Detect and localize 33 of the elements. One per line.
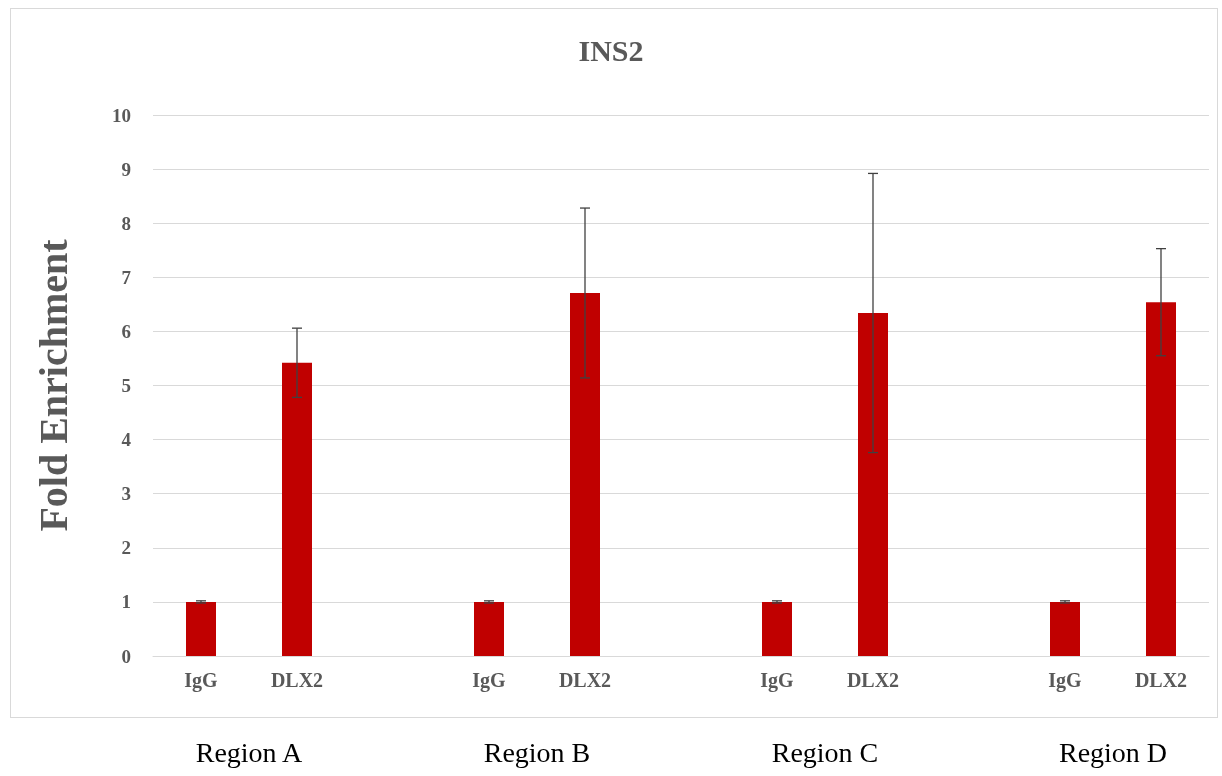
bar [186,601,216,656]
text: Region B [483,736,591,768]
y-tick-label: 4 [121,429,132,451]
bar [570,292,600,656]
bar [474,601,504,656]
y-tick-label: 7 [121,266,132,288]
x-tick-label: DLX2 [558,669,612,691]
y-tick-label: 5 [121,375,131,396]
x-tick-label: IgG [760,669,795,692]
x-tick-label: IgG [1048,669,1083,692]
x-tick-label: DLX2 [846,669,900,691]
y-tick-label: 9 [121,158,131,180]
text: Region A [195,736,304,768]
y-tick-label: 6 [121,320,131,342]
bar [1146,302,1176,656]
y-tick-label: 1 [121,591,131,613]
x-tick-label: IgG [184,669,219,692]
text: Region D [1058,736,1168,768]
y-tick-label: 8 [121,212,131,234]
y-tick-label: 0 [121,645,131,667]
chart-title: INS2 [578,33,644,67]
bar [1050,601,1080,656]
x-tick-label: IgG [472,669,507,692]
bar [762,601,792,656]
y-tick-label: 3 [121,483,131,505]
x-tick-label: DLX2 [270,669,324,691]
y-tick-label: 2 [121,537,131,559]
bar [282,362,312,656]
y-axis-title: Fold Enrichment [30,238,76,532]
y-tick-label: 10 [112,104,131,126]
text: Region C [771,736,879,768]
bar [858,313,888,656]
x-tick-label: DLX2 [1134,669,1188,691]
